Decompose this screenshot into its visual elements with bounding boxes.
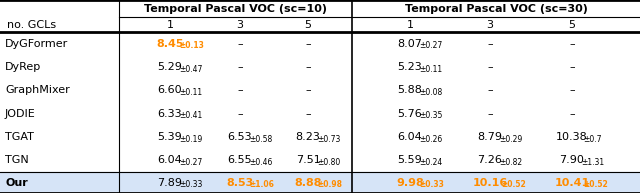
Text: –: – xyxy=(305,85,311,95)
Text: ±0.41: ±0.41 xyxy=(179,111,203,120)
Bar xyxy=(0,172,640,193)
Text: DyRep: DyRep xyxy=(5,62,41,72)
Text: ±0.29: ±0.29 xyxy=(499,135,523,144)
Text: ±1.31: ±1.31 xyxy=(581,158,604,167)
Text: ±0.11: ±0.11 xyxy=(419,64,442,74)
Text: ±0.33: ±0.33 xyxy=(419,180,444,189)
Text: ±0.35: ±0.35 xyxy=(419,111,443,120)
Text: 5.23: 5.23 xyxy=(397,62,422,72)
Text: ±0.73: ±0.73 xyxy=(317,135,340,144)
Text: 5: 5 xyxy=(305,19,312,30)
Text: 6.04: 6.04 xyxy=(397,132,422,142)
Text: 8.79: 8.79 xyxy=(477,132,502,142)
Text: ±0.52: ±0.52 xyxy=(584,180,608,189)
Text: ±0.82: ±0.82 xyxy=(499,158,522,167)
Text: Temporal Pascal VOC (sc=10): Temporal Pascal VOC (sc=10) xyxy=(144,3,327,14)
Text: 6.33: 6.33 xyxy=(157,109,182,119)
Text: 5.29: 5.29 xyxy=(157,62,182,72)
Text: 5.88: 5.88 xyxy=(397,85,422,95)
Text: 3: 3 xyxy=(237,19,243,30)
Text: –: – xyxy=(569,109,575,119)
Text: ±0.19: ±0.19 xyxy=(179,135,203,144)
Text: 10.16: 10.16 xyxy=(472,178,508,188)
Text: –: – xyxy=(487,85,493,95)
Text: ±0.52: ±0.52 xyxy=(501,180,526,189)
Text: TGAT: TGAT xyxy=(5,132,34,142)
Text: 8.88: 8.88 xyxy=(294,178,322,188)
Text: 5.59: 5.59 xyxy=(397,155,422,165)
Text: DyGFormer: DyGFormer xyxy=(5,39,68,49)
Text: 3: 3 xyxy=(486,19,493,30)
Text: 9.98: 9.98 xyxy=(396,178,424,188)
Text: no. GCLs: no. GCLs xyxy=(7,19,56,30)
Text: 5: 5 xyxy=(568,19,575,30)
Text: TGN: TGN xyxy=(5,155,29,165)
Text: 6.04: 6.04 xyxy=(157,155,182,165)
Text: JODIE: JODIE xyxy=(5,109,36,119)
Text: 1: 1 xyxy=(406,19,413,30)
Text: –: – xyxy=(237,85,243,95)
Text: 7.26: 7.26 xyxy=(477,155,502,165)
Text: 5.39: 5.39 xyxy=(157,132,182,142)
Text: ±0.13: ±0.13 xyxy=(179,41,204,50)
Text: –: – xyxy=(305,39,311,49)
Text: 7.51: 7.51 xyxy=(296,155,321,165)
Text: ±0.27: ±0.27 xyxy=(419,41,443,50)
Text: ±0.08: ±0.08 xyxy=(419,88,443,97)
Text: 6.55: 6.55 xyxy=(228,155,252,165)
Text: 8.53: 8.53 xyxy=(227,178,253,188)
Text: ±0.47: ±0.47 xyxy=(179,64,203,74)
Text: 8.07: 8.07 xyxy=(397,39,422,49)
Text: 1: 1 xyxy=(166,19,173,30)
Text: ±0.58: ±0.58 xyxy=(250,135,273,144)
Text: 10.38: 10.38 xyxy=(556,132,588,142)
Text: 7.89: 7.89 xyxy=(157,178,182,188)
Text: –: – xyxy=(237,39,243,49)
Text: ±0.26: ±0.26 xyxy=(419,135,443,144)
Text: –: – xyxy=(237,109,243,119)
Text: ±0.11: ±0.11 xyxy=(179,88,202,97)
Text: GraphMixer: GraphMixer xyxy=(5,85,70,95)
Text: –: – xyxy=(569,39,575,49)
Text: 10.41: 10.41 xyxy=(554,178,589,188)
Text: –: – xyxy=(305,109,311,119)
Text: ±1.06: ±1.06 xyxy=(250,180,274,189)
Text: 8.45: 8.45 xyxy=(156,39,184,49)
Text: ±0.24: ±0.24 xyxy=(419,158,443,167)
Text: Our: Our xyxy=(5,178,28,188)
Text: ±0.27: ±0.27 xyxy=(179,158,203,167)
Text: ±0.33: ±0.33 xyxy=(179,180,203,189)
Text: –: – xyxy=(569,62,575,72)
Text: –: – xyxy=(487,62,493,72)
Text: –: – xyxy=(237,62,243,72)
Text: ±0.80: ±0.80 xyxy=(317,158,340,167)
Text: 6.53: 6.53 xyxy=(228,132,252,142)
Text: –: – xyxy=(487,39,493,49)
Text: –: – xyxy=(305,62,311,72)
Text: –: – xyxy=(569,85,575,95)
Text: ±0.7: ±0.7 xyxy=(584,135,602,144)
Text: ±0.98: ±0.98 xyxy=(317,180,342,189)
Text: –: – xyxy=(487,109,493,119)
Text: 7.90: 7.90 xyxy=(559,155,584,165)
Text: 5.76: 5.76 xyxy=(397,109,422,119)
Text: 6.60: 6.60 xyxy=(157,85,182,95)
Text: ±0.46: ±0.46 xyxy=(250,158,273,167)
Text: Temporal Pascal VOC (sc=30): Temporal Pascal VOC (sc=30) xyxy=(404,3,588,14)
Text: 8.23: 8.23 xyxy=(296,132,321,142)
